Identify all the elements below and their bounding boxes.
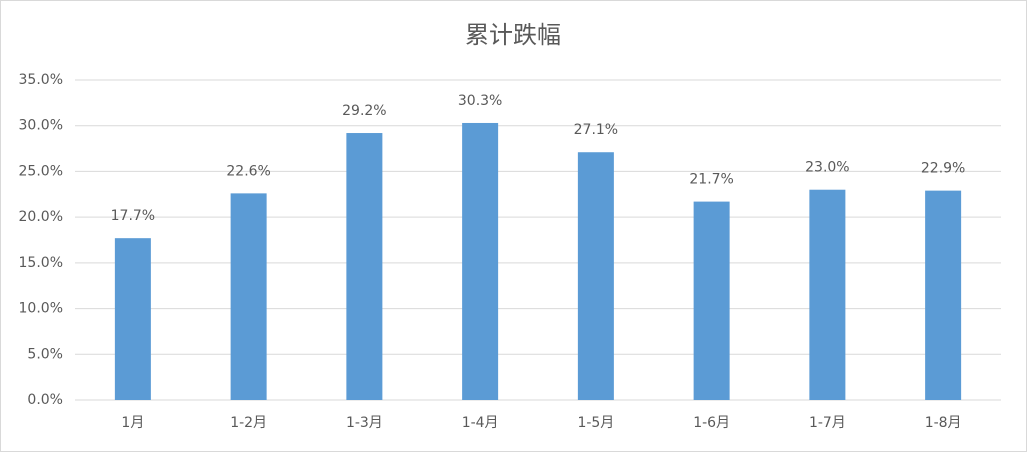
- x-tick-label: 1-6月: [693, 415, 730, 431]
- data-label: 23.0%: [805, 160, 849, 176]
- y-tick-label: 15.0%: [19, 255, 63, 271]
- data-label: 29.2%: [342, 103, 386, 119]
- x-tick-label: 1-8月: [925, 415, 962, 431]
- data-label: 22.9%: [921, 161, 965, 177]
- data-label: 22.6%: [226, 163, 270, 179]
- data-label: 21.7%: [689, 172, 733, 188]
- chart-title: 累计跌幅: [465, 21, 561, 49]
- bar: [925, 190, 962, 400]
- x-tick-label: 1-7月: [809, 415, 846, 431]
- x-tick-label: 1-2月: [230, 415, 267, 431]
- y-tick-label: 20.0%: [19, 209, 63, 225]
- data-label: 17.7%: [111, 208, 155, 224]
- bar: [114, 238, 151, 400]
- y-tick-label: 30.0%: [19, 118, 63, 134]
- y-tick-label: 10.0%: [19, 301, 63, 317]
- bar: [577, 152, 614, 400]
- data-label: 30.3%: [458, 93, 502, 109]
- y-tick-label: 5.0%: [27, 346, 63, 362]
- bar: [230, 193, 267, 400]
- bar: [693, 201, 730, 400]
- bar: [346, 133, 383, 400]
- bar: [809, 189, 846, 400]
- x-tick-label: 1-3月: [346, 415, 383, 431]
- y-tick-label: 0.0%: [27, 392, 63, 408]
- y-tick-label: 35.0%: [19, 72, 63, 88]
- y-tick-label: 25.0%: [19, 163, 63, 179]
- x-tick-label: 1月: [121, 415, 144, 431]
- data-label: 27.1%: [574, 122, 618, 138]
- x-tick-label: 1-5月: [577, 415, 614, 431]
- bar: [462, 122, 499, 400]
- x-tick-label: 1-4月: [462, 415, 499, 431]
